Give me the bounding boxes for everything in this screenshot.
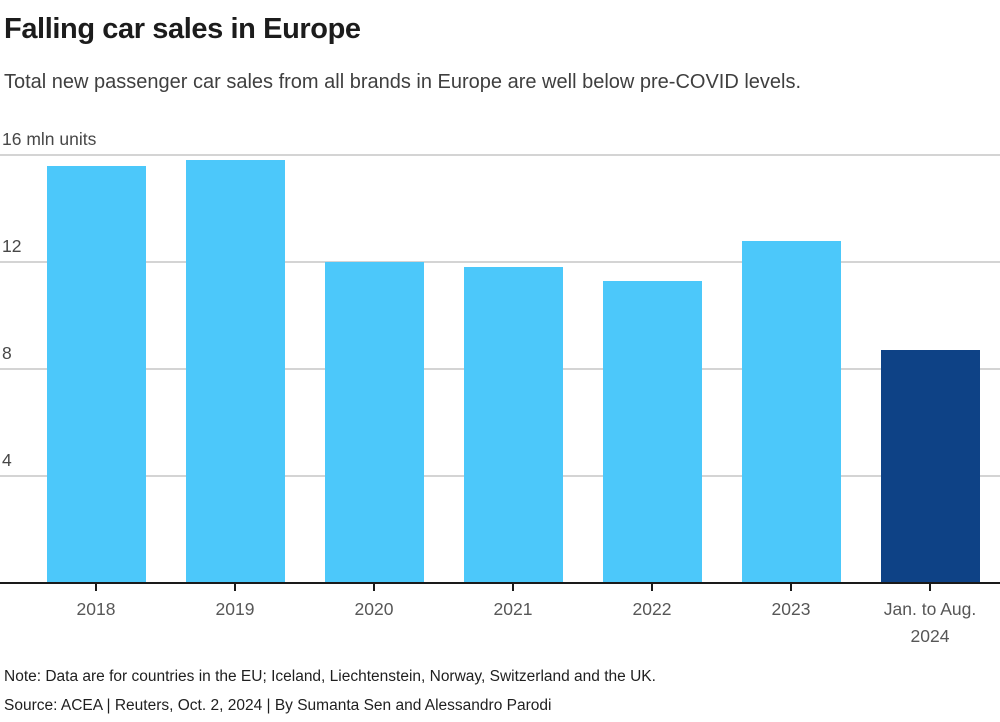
chart-title: Falling car sales in Europe (4, 13, 361, 45)
bar-chart: 4 8 12 16 mln units 2018 2019 2020 2021 2022 2023… (0, 129, 1000, 660)
x-axis-label-2019: 2019 (215, 599, 255, 619)
x-axis-tick-2020 (373, 584, 375, 591)
chart-subtitle: Total new passenger car sales from all b… (4, 71, 802, 93)
x-axis-label-jan-to-aug-2024: Jan. to Aug. 2024 (883, 599, 977, 647)
bar-2019 (185, 160, 285, 583)
footer-source: Source: ACEA | Reuters, Oct. 2, 2024 | B… (4, 697, 552, 714)
x-axis-tick-2023 (790, 584, 792, 591)
x-axis-line (0, 582, 1000, 584)
x-axis-tick-jan-to-aug-2024 (929, 584, 931, 591)
footer-note: Note: Data are for countries in the EU; … (4, 668, 656, 685)
y-axis-label-16: 16 mln units (2, 129, 97, 149)
x-axis-tick-2021 (512, 584, 514, 591)
x-axis-label-2022: 2022 (632, 599, 672, 619)
x-axis-label-2021: 2021 (493, 599, 533, 619)
y-axis-label-8: 8 (2, 343, 12, 363)
gridline-12 (0, 261, 1000, 263)
x-axis-label-2020: 2020 (354, 599, 394, 619)
x-axis-label-2023: 2023 (771, 599, 811, 619)
bar-jan-to-aug-2024 (880, 350, 980, 583)
bar-2023 (741, 240, 841, 583)
bar-2018 (46, 165, 146, 583)
gridline-16 (0, 154, 1000, 156)
x-axis-tick-2022 (651, 584, 653, 591)
bar-2021 (463, 267, 563, 583)
bar-2020 (324, 262, 424, 583)
bar-2022 (602, 280, 702, 583)
y-axis-label-12: 12 (2, 236, 22, 256)
x-axis-label-2018: 2018 (76, 599, 116, 619)
y-axis-label-4: 4 (2, 450, 12, 470)
x-axis-tick-2019 (234, 584, 236, 591)
x-axis-tick-2018 (95, 584, 97, 591)
